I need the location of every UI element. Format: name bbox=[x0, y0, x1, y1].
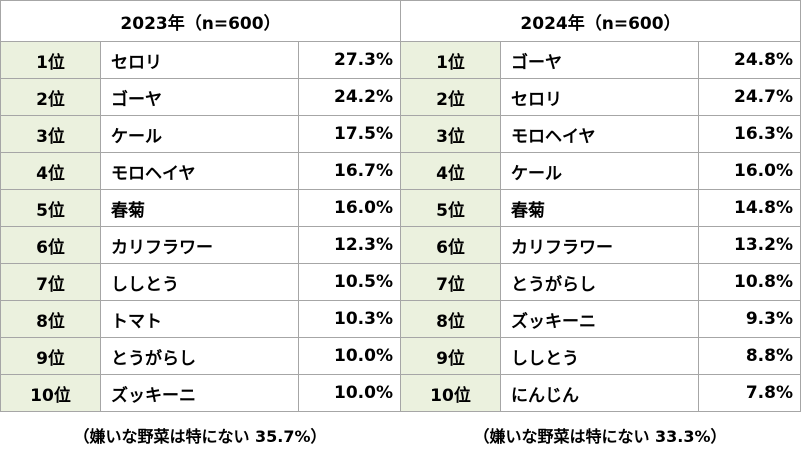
percentage-cell: 16.3% bbox=[698, 115, 801, 153]
ranking-body: 1位 セロリ 27.3% 1位 ゴーヤ 24.8% 2位 ゴーヤ 24.2% 2位 セロリ 24.7%… bbox=[0, 41, 801, 412]
rank-cell: 10位 bbox=[0, 374, 101, 412]
vegetable-cell: ケール bbox=[500, 152, 699, 190]
table-row: 2位 ゴーヤ 24.2% 2位 セロリ 24.7% bbox=[0, 78, 801, 116]
rank-cell: 1位 bbox=[400, 41, 501, 79]
note-2024: （嫌いな野菜は特にない 33.3%） bbox=[473, 427, 727, 446]
table-title-2023: 2023年（n=600） bbox=[0, 0, 401, 42]
rank-cell: 4位 bbox=[400, 152, 501, 190]
vegetable-cell: セロリ bbox=[500, 78, 699, 116]
rank-cell: 4位 bbox=[0, 152, 101, 190]
table-row: 1位 セロリ 27.3% 1位 ゴーヤ 24.8% bbox=[0, 41, 801, 79]
rank-cell: 9位 bbox=[0, 337, 101, 375]
table-row: 9位 とうがらし 10.0% 9位 ししとう 8.8% bbox=[0, 337, 801, 375]
table-row: 8位 トマト 10.3% 8位 ズッキーニ 9.3% bbox=[0, 300, 801, 338]
table-row: 7位 ししとう 10.5% 7位 とうがらし 10.8% bbox=[0, 263, 801, 301]
percentage-cell: 10.0% bbox=[298, 374, 401, 412]
rank-cell: 9位 bbox=[400, 337, 501, 375]
vegetable-cell: ズッキーニ bbox=[500, 300, 699, 338]
percentage-cell: 12.3% bbox=[298, 226, 401, 264]
table-row: 4位 モロヘイヤ 16.7% 4位 ケール 16.0% bbox=[0, 152, 801, 190]
percentage-cell: 13.2% bbox=[698, 226, 801, 264]
vegetable-cell: カリフラワー bbox=[100, 226, 299, 264]
vegetable-cell: 春菊 bbox=[100, 189, 299, 227]
vegetable-cell: モロヘイヤ bbox=[500, 115, 699, 153]
percentage-cell: 9.3% bbox=[698, 300, 801, 338]
percentage-cell: 16.0% bbox=[298, 189, 401, 227]
rank-cell: 5位 bbox=[0, 189, 101, 227]
rank-cell: 7位 bbox=[0, 263, 101, 301]
table-row: 3位 ケール 17.5% 3位 モロヘイヤ 16.3% bbox=[0, 115, 801, 153]
percentage-cell: 24.7% bbox=[698, 78, 801, 116]
rank-cell: 2位 bbox=[0, 78, 101, 116]
percentage-cell: 10.0% bbox=[298, 337, 401, 375]
vegetable-cell: ししとう bbox=[100, 263, 299, 301]
percentage-cell: 27.3% bbox=[298, 41, 401, 79]
percentage-cell: 17.5% bbox=[298, 115, 401, 153]
rank-cell: 2位 bbox=[400, 78, 501, 116]
header-row: 2023年（n=600） 2024年（n=600） bbox=[0, 0, 801, 42]
percentage-cell: 10.5% bbox=[298, 263, 401, 301]
percentage-cell: 24.2% bbox=[298, 78, 401, 116]
table-row: 5位 春菊 16.0% 5位 春菊 14.8% bbox=[0, 189, 801, 227]
note-2023: （嫌いな野菜は特にない 35.7%） bbox=[73, 427, 327, 446]
table-row: 6位 カリフラワー 12.3% 6位 カリフラワー 13.2% bbox=[0, 226, 801, 264]
percentage-cell: 24.8% bbox=[698, 41, 801, 79]
rank-cell: 3位 bbox=[400, 115, 501, 153]
vegetable-cell: とうがらし bbox=[500, 263, 699, 301]
rank-cell: 8位 bbox=[0, 300, 101, 338]
vegetable-cell: ゴーヤ bbox=[100, 78, 299, 116]
rank-cell: 6位 bbox=[0, 226, 101, 264]
vegetable-cell: 春菊 bbox=[500, 189, 699, 227]
rank-cell: 5位 bbox=[400, 189, 501, 227]
vegetable-cell: とうがらし bbox=[100, 337, 299, 375]
percentage-cell: 10.8% bbox=[698, 263, 801, 301]
rank-cell: 3位 bbox=[0, 115, 101, 153]
vegetable-cell: ししとう bbox=[500, 337, 699, 375]
rank-cell: 6位 bbox=[400, 226, 501, 264]
percentage-cell: 7.8% bbox=[698, 374, 801, 412]
percentage-cell: 16.0% bbox=[698, 152, 801, 190]
percentage-cell: 10.3% bbox=[298, 300, 401, 338]
rank-cell: 7位 bbox=[400, 263, 501, 301]
vegetable-cell: にんじん bbox=[500, 374, 699, 412]
vegetable-cell: カリフラワー bbox=[500, 226, 699, 264]
percentage-cell: 16.7% bbox=[298, 152, 401, 190]
rank-cell: 8位 bbox=[400, 300, 501, 338]
vegetable-cell: ズッキーニ bbox=[100, 374, 299, 412]
vegetable-cell: ゴーヤ bbox=[500, 41, 699, 79]
percentage-cell: 8.8% bbox=[698, 337, 801, 375]
table-row: 10位 ズッキーニ 10.0% 10位 にんじん 7.8% bbox=[0, 374, 801, 412]
percentage-cell: 14.8% bbox=[698, 189, 801, 227]
ranking-table: 2023年（n=600） 2024年（n=600） 1位 セロリ 27.3% 1位 ゴー… bbox=[0, 0, 801, 412]
rank-cell: 1位 bbox=[0, 41, 101, 79]
vegetable-cell: モロヘイヤ bbox=[100, 152, 299, 190]
rank-cell: 10位 bbox=[400, 374, 501, 412]
table-title-2024: 2024年（n=600） bbox=[400, 0, 801, 42]
vegetable-cell: セロリ bbox=[100, 41, 299, 79]
vegetable-cell: ケール bbox=[100, 115, 299, 153]
vegetable-cell: トマト bbox=[100, 300, 299, 338]
